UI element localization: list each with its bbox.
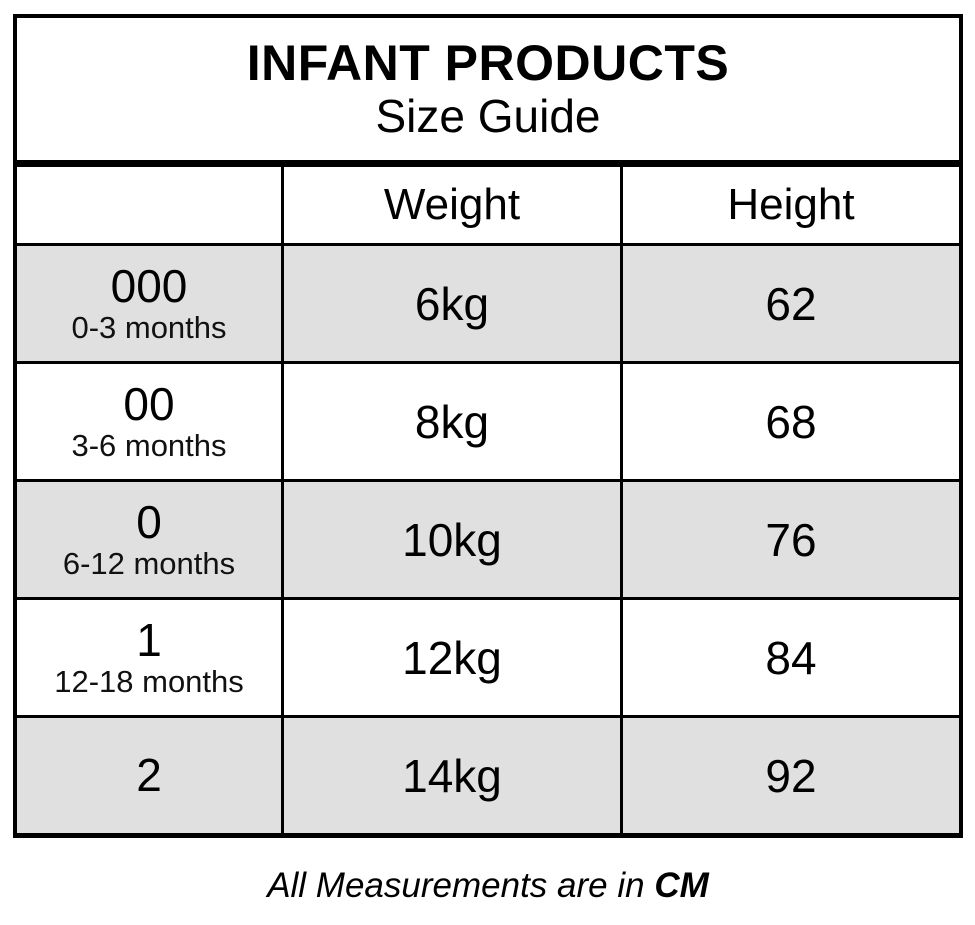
page-title: INFANT PRODUCTS	[246, 35, 730, 92]
height-cell: 84	[620, 600, 959, 715]
table-row: 00 3-6 months 8kg 68	[17, 361, 959, 479]
age-range: 0-3 months	[71, 309, 227, 345]
height-cell: 62	[620, 246, 959, 361]
size-code: 000	[110, 259, 188, 312]
age-range: 6-12 months	[62, 545, 236, 581]
height-cell: 92	[620, 718, 959, 833]
weight-cell: 10kg	[281, 482, 620, 597]
page-subtitle: Size Guide	[375, 90, 601, 143]
weight-cell: 14kg	[281, 718, 620, 833]
size-cell: 0 6-12 months	[17, 482, 281, 597]
size-code: 2	[136, 749, 162, 802]
measurement-note-text: All Measurements are in	[267, 866, 645, 905]
height-cell: 76	[620, 482, 959, 597]
header-height-cell: Height	[620, 167, 959, 243]
table-header-row: Weight Height	[17, 167, 959, 243]
weight-cell: 8kg	[281, 364, 620, 479]
table-title-block: INFANT PRODUCTS Size Guide	[17, 18, 959, 167]
age-range: 12-18 months	[54, 663, 244, 699]
size-guide-table: INFANT PRODUCTS Size Guide Weight Height…	[13, 14, 963, 838]
table-row: 2 14kg 92	[17, 715, 959, 833]
size-code: 00	[123, 377, 175, 430]
measurement-note: All Measurements are in CM	[13, 866, 963, 906]
size-cell: 000 0-3 months	[17, 246, 281, 361]
weight-cell: 12kg	[281, 600, 620, 715]
header-weight-cell: Weight	[281, 167, 620, 243]
table-row: 000 0-3 months 6kg 62	[17, 243, 959, 361]
header-size-cell	[17, 167, 281, 243]
size-code: 1	[136, 613, 162, 666]
height-cell: 68	[620, 364, 959, 479]
measurement-unit: CM	[654, 866, 709, 905]
size-cell: 00 3-6 months	[17, 364, 281, 479]
age-range: 3-6 months	[71, 427, 227, 463]
size-cell: 2	[17, 718, 281, 833]
size-cell: 1 12-18 months	[17, 600, 281, 715]
size-code: 0	[136, 495, 162, 548]
table-row: 0 6-12 months 10kg 76	[17, 479, 959, 597]
weight-cell: 6kg	[281, 246, 620, 361]
table-row: 1 12-18 months 12kg 84	[17, 597, 959, 715]
